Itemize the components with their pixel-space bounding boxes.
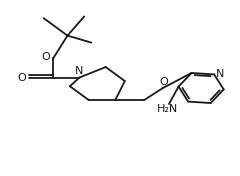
Text: O: O <box>18 73 27 83</box>
Text: N: N <box>216 68 224 78</box>
Text: O: O <box>42 52 50 62</box>
Text: H₂N: H₂N <box>157 104 178 114</box>
Text: O: O <box>160 77 168 87</box>
Text: N: N <box>75 65 84 76</box>
